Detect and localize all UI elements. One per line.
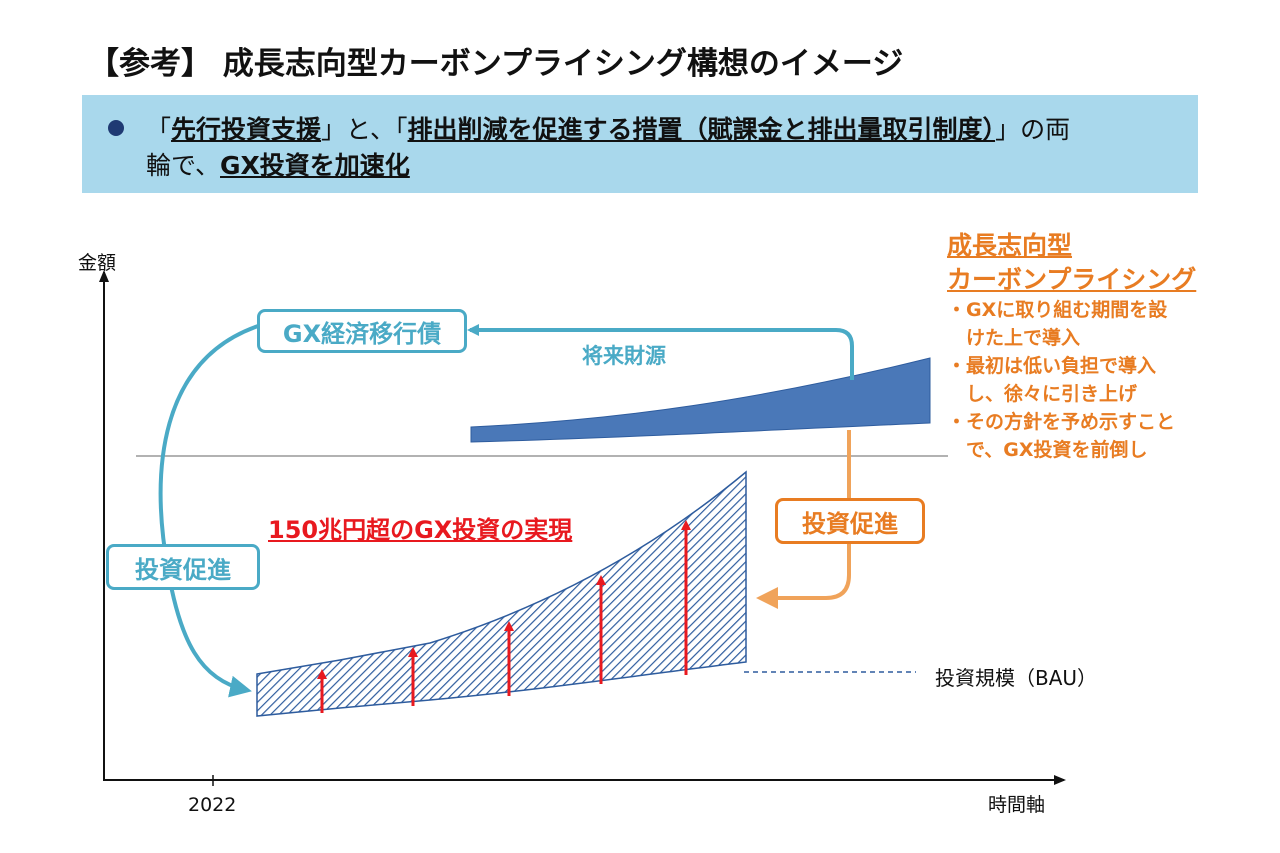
future-funds-label: 将来財源: [582, 344, 666, 368]
orange-investment-arrow: [756, 430, 851, 609]
emphasis-advance-investment: 先行投資支援: [171, 115, 322, 144]
invest-promotion-box-left: 投資促進: [106, 544, 260, 590]
y-axis-label: 金額: [78, 252, 117, 274]
gx-investment-band: [256, 470, 747, 717]
invest-promotion-box-right: 投資促進: [775, 498, 925, 544]
emphasis-emission-measures: 排出削減を促進する措置（賦課金と排出量取引制度）: [407, 115, 996, 144]
left-investment-arrow: [158, 324, 259, 698]
banner-line-2: 輪で、GX投資を加速化: [146, 151, 410, 180]
carbon-pricing-heading-1: 成長志向型: [947, 231, 1073, 260]
x-tick-label-2022: 2022: [188, 794, 237, 816]
carbon-pricing-note-4: し、徐々に引き上げ: [947, 383, 1138, 405]
carbon-pricing-note-6: で、GX投資を前倒し: [947, 439, 1148, 461]
gx-150-trillion-caption: 150兆円超のGX投資の実現: [268, 516, 573, 544]
page-title: 【参考】 成長志向型カーボンプライシング構想のイメージ: [88, 46, 904, 82]
carbon-pricing-note-1: ・GXに取り組む期間を設: [947, 299, 1168, 321]
future-funds-arrow: [467, 324, 854, 380]
carbon-pricing-heading-2: カーボンプライシング: [947, 265, 1197, 294]
emphasis-gx-acceleration: GX投資を加速化: [220, 151, 410, 180]
gx-transition-bond-box: GX経済移行債: [257, 309, 467, 353]
carbon-pricing-note-2: けた上で導入: [947, 327, 1081, 349]
carbon-pricing-note-5: ・その方針を予め示すこと: [947, 411, 1176, 433]
bau-label: 投資規模（BAU）: [935, 666, 1098, 690]
banner-line-1: 「先行投資支援」と、「排出削減を促進する措置（賦課金と排出量取引制度）」の両: [146, 115, 1071, 144]
carbon-pricing-note-3: ・最初は低い負担で導入: [947, 355, 1157, 377]
bullet-dot: [108, 120, 124, 136]
summary-banner: [82, 95, 1198, 193]
carbon-pricing-band: [470, 357, 931, 443]
x-axis-label: 時間軸: [988, 794, 1046, 816]
